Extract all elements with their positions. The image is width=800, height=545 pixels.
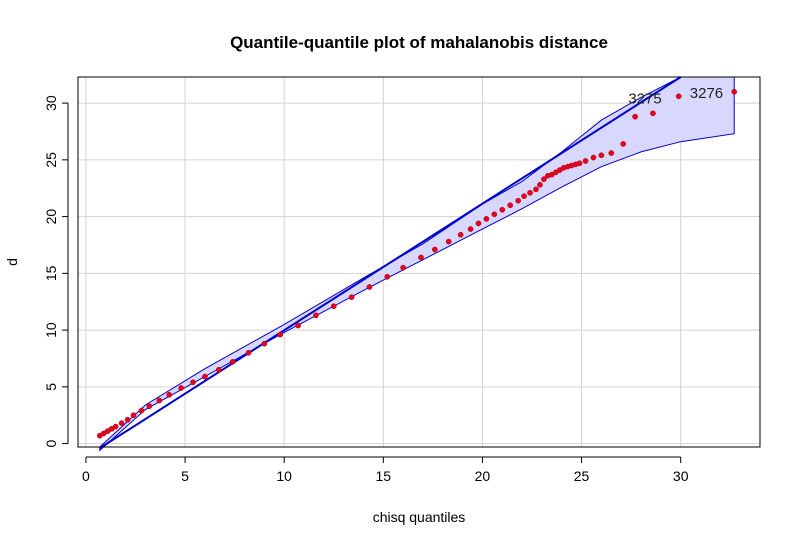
data-point [582,158,589,164]
data-point [537,181,543,188]
data-point [277,331,284,338]
x-axis-title: chisq quantiles [373,509,466,525]
data-point [675,93,682,100]
data-points [96,88,738,439]
data-point [215,366,222,373]
data-point [457,231,464,238]
data-point [541,176,547,182]
data-point [400,264,406,271]
data-point [467,226,474,232]
data-point [156,397,163,404]
data-point [138,407,145,414]
y-axis-title: d [4,258,20,266]
data-point [202,373,208,380]
data-point [620,141,627,147]
data-point [521,193,527,200]
data-point [632,113,638,120]
data-point [229,359,236,365]
data-point [366,284,373,290]
data-point [576,160,583,167]
data-point [112,423,119,430]
data-point [483,216,490,222]
data-point [124,416,131,423]
x-tick-label: 10 [276,468,292,484]
data-point [118,420,125,427]
data-point [130,412,137,419]
y-tick-label: 0 [43,439,59,447]
data-point [598,152,605,159]
x-tick-label: 25 [574,468,590,484]
confidence-band [99,76,735,452]
reference-line [99,76,682,449]
data-point [527,189,533,196]
data-point [348,294,355,301]
chart-title: Quantile-quantile plot of mahalanobis di… [230,33,608,52]
point-labels: 3275 3276 [628,85,723,108]
data-point [146,403,153,409]
data-point [418,254,424,261]
y-tick-label: 15 [43,265,59,281]
x-tick-label: 5 [181,468,189,484]
data-point [491,211,498,218]
data-point [190,379,196,386]
x-tick-label: 30 [673,468,689,484]
data-point [475,220,482,227]
y-tick-label: 10 [43,322,59,338]
plot-frame [77,76,761,448]
point-label-3275: 3275 [628,91,661,108]
x-tick-label: 15 [376,468,392,484]
x-axis: 0 5 10 15 20 25 30 [82,456,689,484]
data-point [650,110,656,117]
data-point [533,186,539,193]
data-point [166,391,173,398]
y-tick-label: 5 [43,383,59,391]
data-point [313,312,319,319]
point-label-3276: 3276 [690,85,723,102]
data-point [178,385,184,391]
data-point [432,246,438,253]
y-tick-label: 25 [43,152,59,168]
data-point [731,88,738,95]
y-axis: 0 5 10 15 20 25 30 [43,95,69,447]
y-tick-label: 20 [43,209,59,225]
data-point [445,238,452,245]
data-point [515,197,521,204]
data-point [608,150,615,156]
data-point [590,154,597,161]
data-point [245,349,252,356]
data-point [499,206,506,213]
data-point [330,303,337,310]
data-point [295,322,301,329]
data-point [384,273,391,280]
data-point [261,340,268,347]
data-point [507,202,514,209]
y-tick-label: 30 [43,95,59,111]
x-tick-label: 0 [82,468,90,484]
x-tick-label: 20 [475,468,491,484]
